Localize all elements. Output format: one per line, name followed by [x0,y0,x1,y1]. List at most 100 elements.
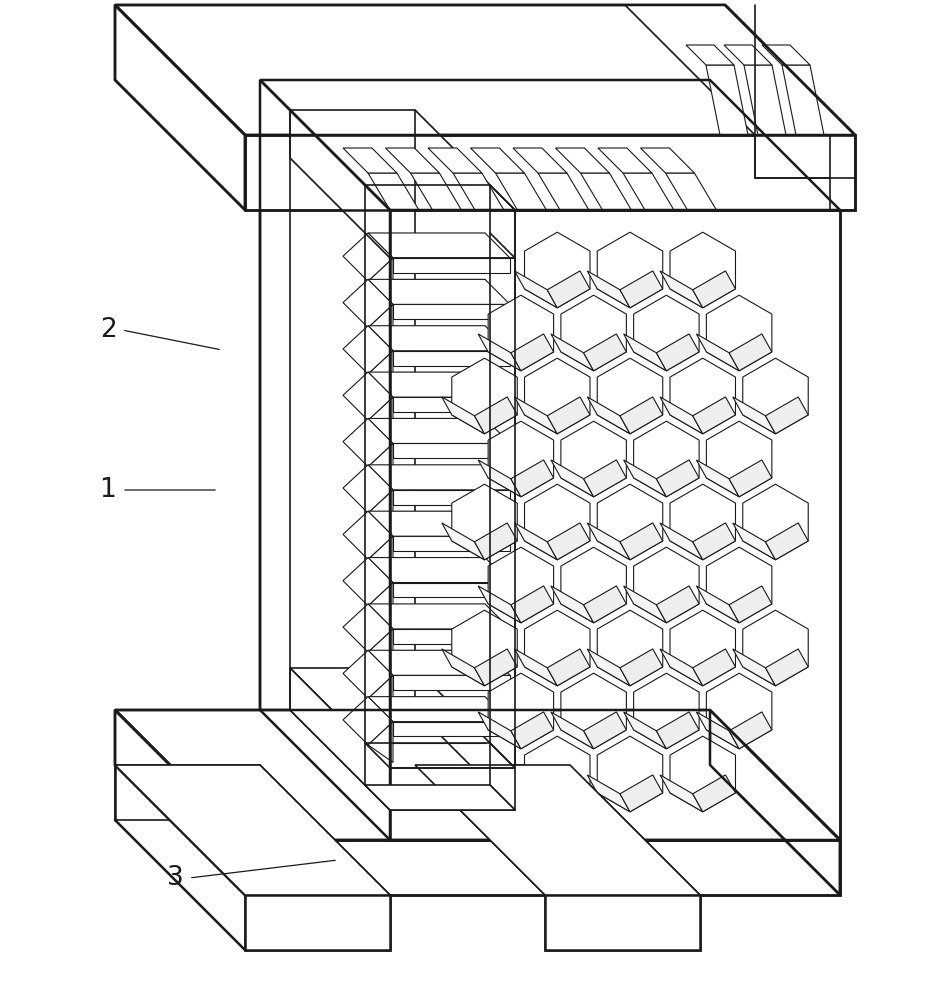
Polygon shape [733,523,775,560]
Polygon shape [670,484,735,560]
Polygon shape [475,649,517,686]
Polygon shape [452,484,517,560]
Polygon shape [393,443,510,458]
Polygon shape [724,45,772,65]
Polygon shape [511,712,553,749]
Polygon shape [598,148,652,173]
Polygon shape [488,295,553,371]
Polygon shape [245,895,390,950]
Polygon shape [260,80,390,840]
Polygon shape [693,775,735,812]
Polygon shape [706,421,772,497]
Polygon shape [561,547,627,623]
Polygon shape [343,511,393,559]
Polygon shape [368,536,393,577]
Polygon shape [343,418,393,467]
Polygon shape [693,397,735,434]
Polygon shape [733,397,775,434]
Polygon shape [393,722,510,736]
Polygon shape [496,173,547,210]
Polygon shape [633,547,700,623]
Polygon shape [583,460,627,497]
Polygon shape [587,649,630,686]
Polygon shape [452,358,517,434]
Polygon shape [343,465,393,513]
Polygon shape [290,110,515,210]
Polygon shape [729,712,772,749]
Polygon shape [624,334,666,371]
Polygon shape [598,484,663,560]
Polygon shape [587,397,630,434]
Polygon shape [514,271,557,308]
Polygon shape [442,397,484,434]
Polygon shape [415,765,700,895]
Polygon shape [555,148,610,173]
Polygon shape [368,443,393,484]
Polygon shape [733,649,775,686]
Polygon shape [525,484,590,560]
Polygon shape [548,649,590,686]
Polygon shape [453,173,504,210]
Polygon shape [479,586,521,623]
Polygon shape [782,65,824,135]
Polygon shape [115,765,390,895]
Polygon shape [706,65,748,135]
Polygon shape [368,173,419,210]
Polygon shape [115,5,855,135]
Polygon shape [706,295,772,371]
Polygon shape [343,558,393,606]
Polygon shape [393,629,510,644]
Polygon shape [729,334,772,371]
Polygon shape [343,233,393,281]
Polygon shape [525,736,590,812]
Polygon shape [390,768,515,810]
Polygon shape [343,650,393,698]
Polygon shape [548,397,590,434]
Polygon shape [115,710,840,840]
Polygon shape [411,173,462,210]
Polygon shape [670,610,735,686]
Polygon shape [514,775,557,812]
Polygon shape [488,547,553,623]
Polygon shape [115,710,245,895]
Polygon shape [393,304,510,319]
Polygon shape [115,765,390,895]
Polygon shape [620,775,663,812]
Polygon shape [470,148,525,173]
Polygon shape [368,351,393,392]
Polygon shape [290,710,515,810]
Polygon shape [343,697,393,745]
Polygon shape [245,895,390,950]
Polygon shape [693,649,735,686]
Polygon shape [545,895,700,950]
Polygon shape [525,358,590,434]
Polygon shape [598,610,663,686]
Polygon shape [670,232,735,308]
Polygon shape [115,5,245,210]
Polygon shape [697,334,739,371]
Polygon shape [640,148,695,173]
Polygon shape [697,712,739,749]
Polygon shape [545,895,700,950]
Polygon shape [656,712,700,749]
Polygon shape [514,649,557,686]
Polygon shape [525,610,590,686]
Polygon shape [368,697,510,722]
Polygon shape [551,334,594,371]
Polygon shape [479,460,521,497]
Polygon shape [442,523,484,560]
Polygon shape [390,210,515,258]
Polygon shape [633,295,700,371]
Polygon shape [620,397,663,434]
Polygon shape [511,334,553,371]
Polygon shape [368,490,393,531]
Polygon shape [514,523,557,560]
Polygon shape [343,372,393,420]
Polygon shape [766,523,808,560]
Polygon shape [697,586,739,623]
Polygon shape [744,65,786,135]
Polygon shape [511,586,553,623]
Polygon shape [343,148,396,173]
Polygon shape [561,295,627,371]
Polygon shape [624,460,666,497]
